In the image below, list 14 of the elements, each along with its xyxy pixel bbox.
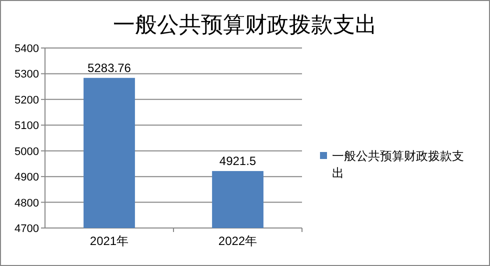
data-label: 4921.5 xyxy=(219,154,256,168)
y-tick-label: 5300 xyxy=(14,68,39,81)
y-tick-label: 4700 xyxy=(14,223,39,235)
y-tick-label: 4800 xyxy=(14,197,39,210)
x-tick-label: 2021年 xyxy=(90,234,129,248)
data-label: 5283.76 xyxy=(88,60,132,75)
y-tick-label: 4900 xyxy=(14,172,39,184)
legend-label: 一般公共预算财政拨款支出 xyxy=(332,149,464,180)
chart-title: 一般公共预算财政拨款支出 xyxy=(113,12,377,37)
y-tick-label: 5200 xyxy=(14,94,39,106)
y-tick-label: 5400 xyxy=(14,43,39,55)
x-tick-label: 2022年 xyxy=(218,234,258,248)
y-tick-label: 5000 xyxy=(14,146,39,158)
y-tick-label: 5100 xyxy=(14,120,39,132)
